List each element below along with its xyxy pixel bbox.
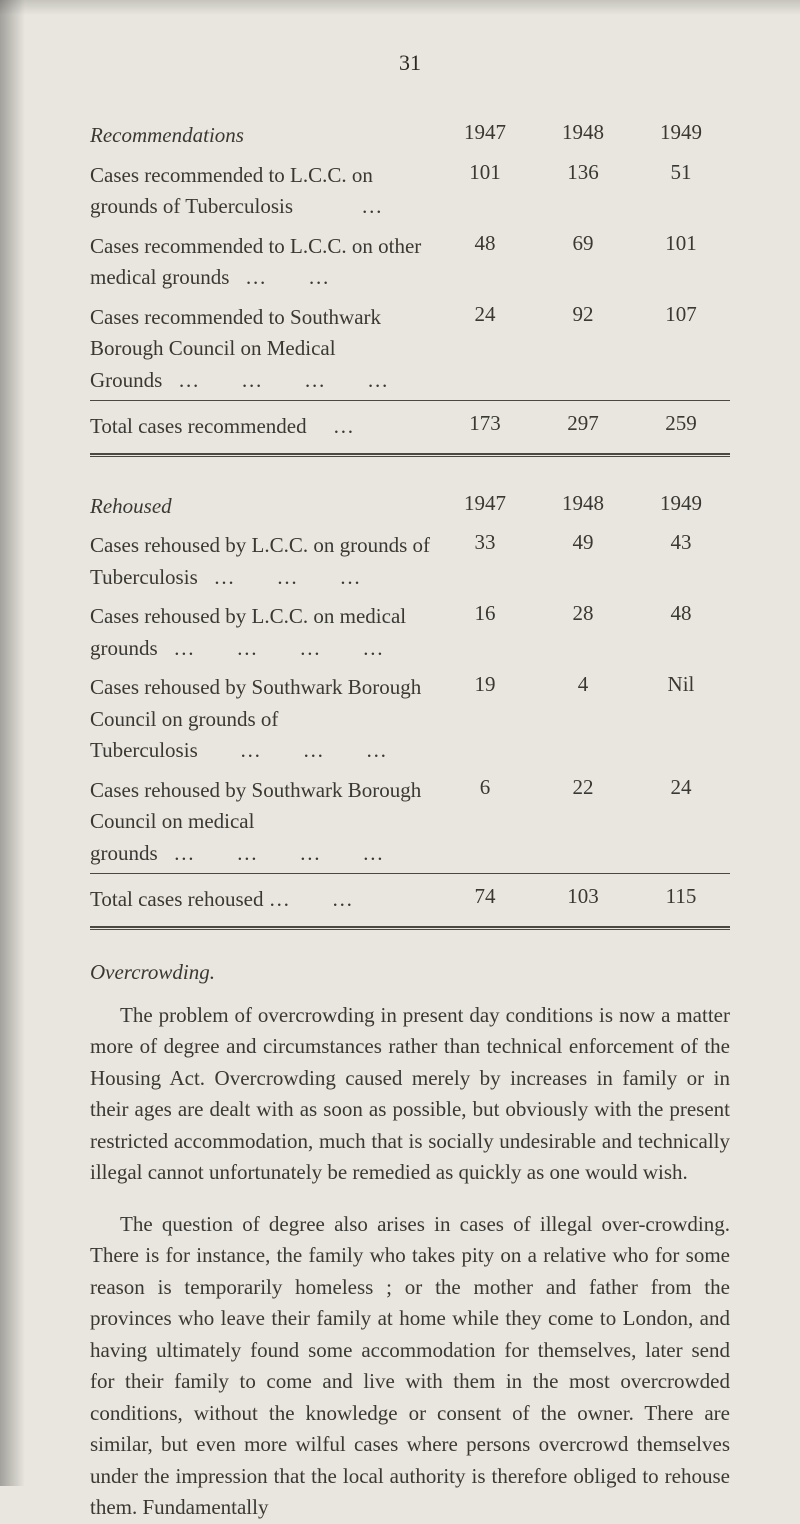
- total-value: 259: [632, 401, 730, 447]
- table-header-year: 1947: [436, 116, 534, 156]
- total-label: Total cases rehoused … …: [90, 874, 436, 920]
- body-paragraph: The problem of overcrowding in present d…: [90, 1000, 730, 1189]
- row-value: 24: [436, 298, 534, 401]
- table-header-year: 1949: [632, 116, 730, 156]
- page-shadow-left: [0, 0, 25, 1486]
- recommendations-section: Recommendations 1947 1948 1949 Cases rec…: [90, 116, 730, 457]
- row-label: Cases rehoused by Southwark Borough Coun…: [90, 668, 436, 771]
- total-label: Total cases recommended …: [90, 401, 436, 447]
- row-value: 92: [534, 298, 632, 401]
- page-number: 31: [90, 50, 730, 76]
- table-header-row: Recommendations 1947 1948 1949: [90, 116, 730, 156]
- row-label: Cases recommended to Southwark Borough C…: [90, 298, 436, 401]
- row-value: 51: [632, 156, 730, 227]
- double-rule: [90, 926, 730, 930]
- row-value: 24: [632, 771, 730, 874]
- table-row: Cases recommended to L.C.C. on grounds o…: [90, 156, 730, 227]
- page-shadow-top: [0, 0, 800, 15]
- row-value: 107: [632, 298, 730, 401]
- total-value: 115: [632, 874, 730, 920]
- recommendations-table: Recommendations 1947 1948 1949 Cases rec…: [90, 116, 730, 447]
- row-value: 101: [632, 227, 730, 298]
- table-header-year: 1947: [436, 487, 534, 527]
- body-heading: Overcrowding.: [90, 960, 730, 985]
- rehoused-section: Rehoused 1947 1948 1949 Cases rehoused b…: [90, 487, 730, 930]
- row-value: 4: [534, 668, 632, 771]
- double-rule: [90, 453, 730, 457]
- row-value: 48: [436, 227, 534, 298]
- row-value: 48: [632, 597, 730, 668]
- table-header-label: Recommendations: [90, 116, 436, 156]
- row-value: 136: [534, 156, 632, 227]
- row-label: Cases rehoused by L.C.C. on grounds of T…: [90, 526, 436, 597]
- row-value: 22: [534, 771, 632, 874]
- table-row: Cases recommended to L.C.C. on other med…: [90, 227, 730, 298]
- table-row: Cases rehoused by Southwark Borough Coun…: [90, 771, 730, 874]
- row-value: 6: [436, 771, 534, 874]
- row-value: 16: [436, 597, 534, 668]
- table-row: Cases recommended to Southwark Borough C…: [90, 298, 730, 401]
- total-value: 74: [436, 874, 534, 920]
- table-header-year: 1948: [534, 116, 632, 156]
- total-value: 173: [436, 401, 534, 447]
- table-header-year: 1949: [632, 487, 730, 527]
- row-value: 33: [436, 526, 534, 597]
- row-label: Cases rehoused by L.C.C. on medical grou…: [90, 597, 436, 668]
- total-value: 103: [534, 874, 632, 920]
- table-row: Cases rehoused by Southwark Borough Coun…: [90, 668, 730, 771]
- body-paragraph: The question of degree also arises in ca…: [90, 1209, 730, 1524]
- table-header-year: 1948: [534, 487, 632, 527]
- row-value: 101: [436, 156, 534, 227]
- row-value: 69: [534, 227, 632, 298]
- row-value: 43: [632, 526, 730, 597]
- row-value: 19: [436, 668, 534, 771]
- row-label: Cases recommended to L.C.C. on other med…: [90, 227, 436, 298]
- row-value: Nil: [632, 668, 730, 771]
- rehoused-table: Rehoused 1947 1948 1949 Cases rehoused b…: [90, 487, 730, 920]
- table-header-label: Rehoused: [90, 487, 436, 527]
- table-row: Cases rehoused by L.C.C. on medical grou…: [90, 597, 730, 668]
- row-label: Cases rehoused by Southwark Borough Coun…: [90, 771, 436, 874]
- table-row: Cases rehoused by L.C.C. on grounds of T…: [90, 526, 730, 597]
- total-value: 297: [534, 401, 632, 447]
- table-total-row: Total cases rehoused … … 74 103 115: [90, 874, 730, 920]
- row-label: Cases recommended to L.C.C. on grounds o…: [90, 156, 436, 227]
- row-value: 28: [534, 597, 632, 668]
- row-value: 49: [534, 526, 632, 597]
- table-total-row: Total cases recommended … 173 297 259: [90, 401, 730, 447]
- table-header-row: Rehoused 1947 1948 1949: [90, 487, 730, 527]
